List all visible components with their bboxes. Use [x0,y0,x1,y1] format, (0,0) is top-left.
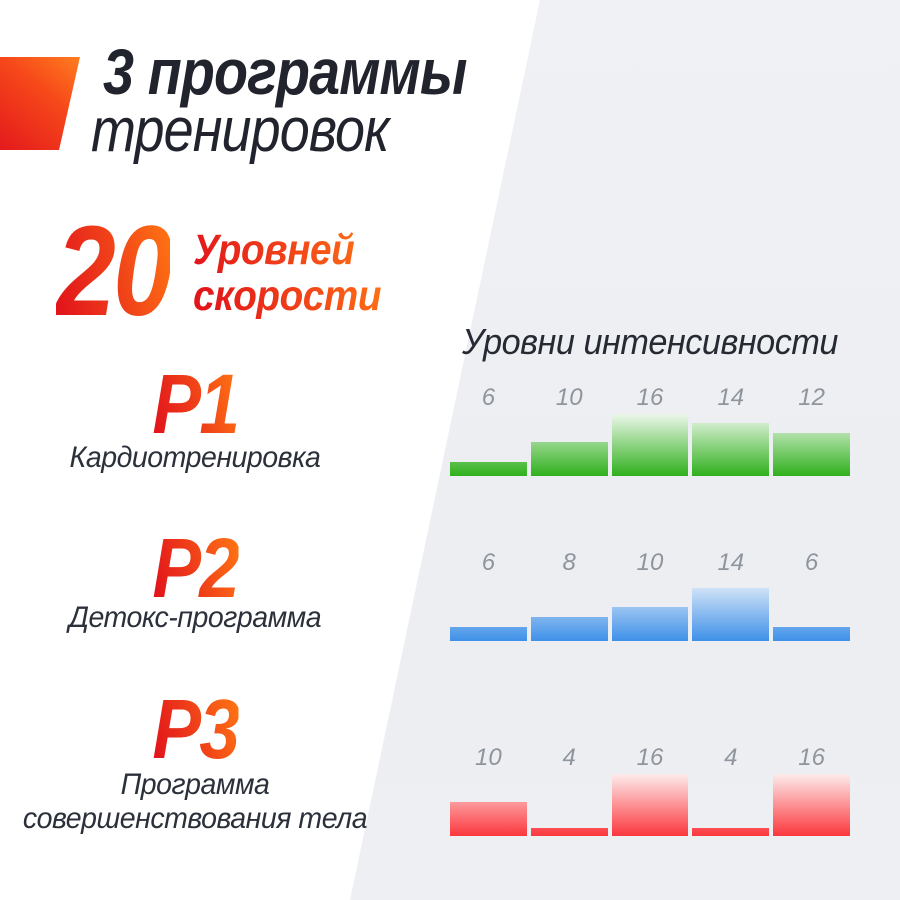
program-p1-block: P1 [0,362,390,446]
bar-cell [530,771,608,836]
p3-bar [692,828,770,836]
chart-p1-value-labels: 6 10 16 14 12 [450,384,850,411]
program-p2-code: P2 [152,521,240,615]
p3-bar [773,774,850,836]
bar-cell [450,771,527,836]
bar-cell [773,576,850,641]
bar-value-label: 6 [804,549,819,576]
chart-p1-bars [450,411,850,476]
bar-cell [611,576,689,641]
p1-bar [773,433,850,476]
p3-bar [450,802,527,836]
intensity-chart-p2: 6 8 10 14 6 [450,549,850,641]
bar-cell [692,771,770,836]
bar-value-label: 16 [636,744,664,771]
chart-p3-value-labels: 10 4 16 4 16 [450,744,850,771]
program-p1-code: P1 [152,357,240,451]
page-title-line1: 3 программы [103,36,467,108]
chart-p2-value-labels: 6 8 10 14 6 [450,549,850,576]
program-p2-name: Детокс-программа [68,601,322,634]
p2-bar [450,627,527,641]
program-p3-name: Программа совершенствования тела [22,768,368,835]
bar-value-label: 4 [562,744,576,771]
p1-bar [530,442,608,476]
bar-value-label: 4 [724,744,738,771]
bar-cell [450,411,527,476]
bar-value-label: 10 [555,384,583,411]
bar-value-label: 8 [562,549,576,576]
chart-p2-bars [450,576,850,641]
program-p3-block: P3 [0,687,390,771]
p2-bar [692,588,770,641]
bar-cell [773,771,850,836]
bar-cell [773,411,850,476]
speed-levels-caption: Уровней скорости [193,226,382,320]
p3-bar [530,828,608,836]
bar-cell [530,576,608,641]
bar-cell [692,576,770,641]
program-p1-name: Кардиотренировка [69,441,321,474]
intensity-chart-p3: 10 4 16 4 16 [450,744,850,836]
p2-bar [773,627,850,641]
bar-cell [530,411,608,476]
bar-value-label: 14 [717,549,745,576]
speed-levels-number: 20 [56,200,173,343]
bar-value-label: 10 [636,549,664,576]
intensity-chart-p1: 6 10 16 14 12 [450,384,850,476]
p2-bar [611,607,689,641]
bar-cell [450,576,527,641]
program-p2-block: P2 [0,526,390,610]
bar-cell [611,411,689,476]
p1-bar [692,423,770,476]
bar-value-label: 6 [481,549,496,576]
p2-bar [530,617,608,641]
intensity-levels-title: Уровни интенсивности [462,321,838,362]
bar-value-label: 6 [481,384,496,411]
page-title-line2: тренировок [91,96,390,165]
p3-bar [611,774,689,836]
p1-bar [611,414,689,476]
chart-p3-bars [450,771,850,836]
bar-value-label: 16 [798,744,825,771]
bar-value-label: 14 [717,384,745,411]
red-accent-shape [0,57,81,150]
bar-cell [692,411,770,476]
p1-bar [450,462,527,476]
bar-value-label: 12 [798,384,825,411]
bar-value-label: 16 [636,384,664,411]
program-p3-code: P3 [152,682,240,776]
bar-cell [611,771,689,836]
bar-value-label: 10 [475,744,502,771]
